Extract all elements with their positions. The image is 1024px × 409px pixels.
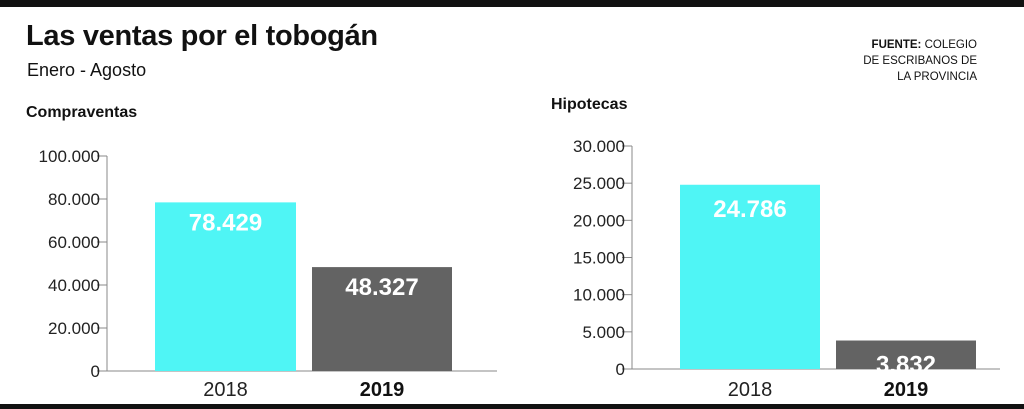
bottom-rule: [0, 404, 1024, 409]
y-tick-label: 100.000: [39, 147, 100, 166]
x-category-label: 2019: [360, 379, 405, 401]
source-line-3: LA PROVINCIA: [897, 71, 977, 83]
y-tick-label: 40.000: [48, 276, 100, 295]
bar-2018: [680, 184, 820, 369]
y-tick-label: 30.000: [573, 137, 625, 156]
y-tick-label: 15.000: [573, 249, 625, 268]
bar-value-label: 24.786: [713, 196, 786, 223]
source-line-1: COLEGIO: [924, 39, 977, 51]
top-rule: [0, 0, 1024, 7]
page-subtitle: Enero - Agosto: [27, 60, 147, 80]
y-tick-label: 0: [91, 362, 100, 381]
y-tick-label: 80.000: [48, 190, 100, 209]
y-tick-label: 25.000: [573, 174, 625, 193]
bar-value-label: 48.327: [345, 274, 418, 301]
y-tick-label: 20.000: [573, 211, 625, 230]
source-note: FUENTE: COLEGIO DE ESCRIBANOS DE LA PROV…: [863, 37, 977, 85]
bar-2018: [155, 202, 296, 371]
bar-value-label: 3.832: [876, 352, 936, 379]
chart-hipotecas: 0 5.000 10.000 15.000 20.000 25.000 30.000 24.7…: [573, 137, 1000, 401]
x-category-label: 2018: [728, 379, 773, 401]
bar-value-label: 78.429: [189, 209, 262, 236]
bar-2019: [836, 340, 976, 369]
y-tick-label: 10.000: [573, 286, 625, 305]
source-line-2: DE ESCRIBANOS DE: [863, 55, 977, 67]
chart-compraventas: 0 20.000 40.000 60.000 80.000 100.000 78.429 20…: [39, 147, 497, 401]
y-tick-label: 0: [616, 360, 625, 379]
y-tick-label: 60.000: [48, 233, 100, 252]
y-tick-label: 5.000: [582, 323, 625, 342]
y-tick-label: 20.000: [48, 319, 100, 338]
x-category-label: 2019: [884, 379, 929, 401]
chart-title-compraventas: Compraventas: [26, 104, 138, 121]
x-category-label: 2018: [203, 379, 248, 401]
page-title: Las ventas por el tobogán: [26, 20, 378, 52]
chart-title-hipotecas: Hipotecas: [551, 96, 628, 113]
source-prefix: FUENTE:: [871, 39, 922, 51]
bar-2019: [312, 267, 452, 371]
